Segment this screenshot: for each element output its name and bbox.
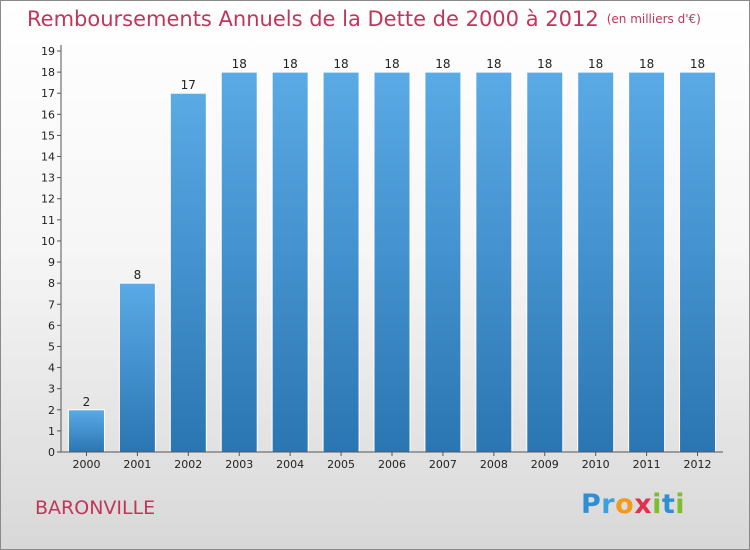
- y-tick-label: 14: [41, 151, 55, 164]
- logo-letter: P: [581, 489, 602, 520]
- y-tick-label: 12: [41, 193, 55, 206]
- x-tick-label: 2003: [225, 458, 253, 471]
- logo-letter: i: [652, 489, 662, 520]
- x-tick-label: 2000: [72, 458, 100, 471]
- chart-title: Remboursements Annuels de la Dette de 20…: [27, 7, 701, 31]
- x-tick-label: 2012: [684, 458, 712, 471]
- bar-2006: [373, 71, 411, 453]
- logo-letter: x: [634, 489, 653, 520]
- bar-2009: [526, 71, 564, 453]
- y-tick-label: 8: [48, 277, 55, 290]
- y-tick-label: 9: [48, 256, 55, 269]
- bar-value-label: 18: [639, 57, 654, 71]
- bar-value-label: 18: [384, 57, 399, 71]
- bar-2008: [475, 71, 513, 453]
- x-tick-label: 2008: [480, 458, 508, 471]
- bar-value-label: 18: [588, 57, 603, 71]
- x-tick-label: 2004: [276, 458, 304, 471]
- proxiti-logo: Proxiti: [581, 489, 685, 520]
- bar-value-label: 18: [537, 57, 552, 71]
- y-tick-label: 19: [41, 45, 55, 58]
- bar-value-label: 17: [181, 78, 196, 92]
- y-tick-label: 7: [48, 298, 55, 311]
- x-tick-label: 2002: [174, 458, 202, 471]
- logo-letter: i: [675, 489, 686, 520]
- bar-2005: [322, 71, 360, 453]
- x-tick-label: 2007: [429, 458, 457, 471]
- bar-value-label: 8: [134, 268, 142, 282]
- bar-2002: [169, 92, 207, 453]
- y-tick-label: 16: [41, 108, 55, 121]
- bar-2000: [67, 409, 105, 453]
- chart-units: (en milliers d'€): [606, 12, 701, 26]
- bar-value-label: 18: [333, 57, 348, 71]
- bar-value-label: 18: [232, 57, 247, 71]
- x-tick-label: 2009: [531, 458, 559, 471]
- y-tick-label: 17: [41, 87, 55, 100]
- chart-title-text: Remboursements Annuels de la Dette de 20…: [27, 7, 599, 31]
- bar-value-label: 18: [690, 57, 705, 71]
- y-tick-label: 10: [41, 235, 55, 248]
- y-tick-label: 6: [48, 319, 55, 332]
- y-tick-label: 0: [48, 446, 55, 459]
- bar-value-label: 18: [486, 57, 501, 71]
- logo-letter: o: [615, 489, 635, 520]
- y-tick-label: 4: [48, 362, 55, 375]
- x-tick-label: 2001: [123, 458, 151, 471]
- y-tick-label: 13: [41, 172, 55, 185]
- bar-2011: [628, 71, 666, 453]
- y-tick-label: 15: [41, 129, 55, 142]
- y-tick-label: 1: [48, 425, 55, 438]
- bar-value-label: 18: [283, 57, 298, 71]
- x-tick-label: 2010: [582, 458, 610, 471]
- bar-2004: [271, 71, 309, 453]
- x-tick-label: 2006: [378, 458, 406, 471]
- x-axis: 2000 2001 2002 2003 2004 2005 2006 2007 2008 2009…: [61, 451, 723, 471]
- y-tick-label: 5: [48, 340, 55, 353]
- y-tick-label: 18: [41, 66, 55, 79]
- logo-letter: r: [601, 489, 616, 520]
- bar-2010: [577, 71, 615, 453]
- y-tick-label: 11: [41, 214, 55, 227]
- bar-2001: [118, 282, 156, 453]
- logo-letter: t: [661, 489, 676, 520]
- y-tick-label: 3: [48, 383, 55, 396]
- city-name: BARONVILLE: [35, 497, 156, 519]
- bar-value-label: 2: [83, 395, 91, 409]
- bar-2007: [424, 71, 462, 453]
- bar-2003: [220, 71, 258, 453]
- bar-value-label: 18: [435, 57, 450, 71]
- x-tick-label: 2005: [327, 458, 355, 471]
- x-tick-label: 2011: [633, 458, 661, 471]
- bar-2012: [679, 71, 717, 453]
- y-tick-label: 2: [48, 404, 55, 417]
- bars: 2 8 17 18 18 18 18 18 18 18 18 18 18: [67, 57, 717, 453]
